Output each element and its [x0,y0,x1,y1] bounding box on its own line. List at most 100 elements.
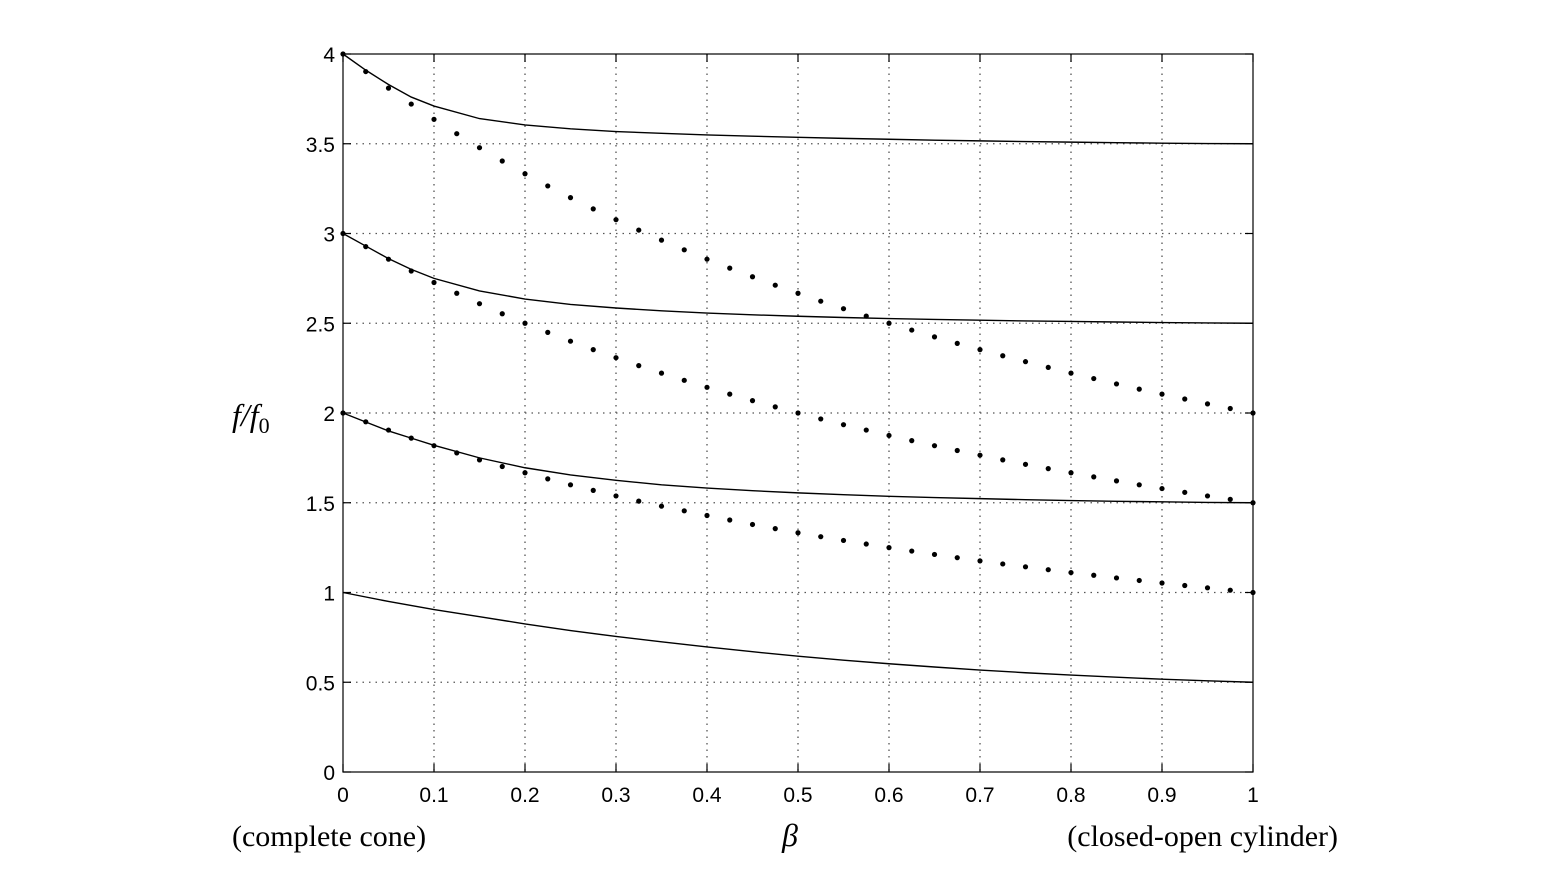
data-point [545,476,551,482]
x-tick-label: 0.4 [692,784,722,807]
data-point [772,404,778,410]
data-point [1159,485,1165,492]
data-point [363,244,369,250]
data-point [1000,561,1006,567]
data-point [1068,370,1074,376]
x-tick-label: 0.7 [965,784,994,807]
data-point [1136,386,1142,392]
y-tick-label: 1.5 [306,493,335,516]
data-point [545,183,551,189]
data-point [1113,381,1120,387]
data-point [1136,577,1142,584]
data-point [977,452,983,458]
plot-series [340,51,1256,683]
data-point [1045,466,1051,472]
data-point [567,195,574,201]
data-point [840,306,847,312]
data-point [476,301,483,307]
data-point [681,247,687,253]
data-point [454,131,460,137]
data-point [886,545,892,551]
data-point [658,370,665,376]
data-point [1227,405,1233,412]
data-point [954,340,960,346]
data-point [681,508,687,514]
x-tick-label: 0 [337,784,349,807]
data-point [909,438,915,444]
data-point [1227,587,1233,593]
data-point [454,450,460,456]
data-point [590,487,596,493]
data-point [636,498,642,504]
data-point [863,427,869,433]
data-point [772,282,778,288]
data-point [522,320,528,326]
data-point [613,493,619,499]
data-point [1204,401,1211,407]
data-point [977,558,983,564]
x-axis-note-left: (complete cone) [232,820,426,853]
y-tick-label: 4 [323,44,335,67]
y-tick-label: 0.5 [306,672,335,695]
data-point [1022,359,1029,365]
data-point [1136,482,1142,488]
data-point [499,311,505,317]
data-point [1182,396,1188,402]
data-point [954,447,960,454]
data-point [385,427,392,433]
data-point [727,517,733,523]
data-point [931,551,938,558]
data-point [1182,582,1188,589]
solid-series-line-4 [342,53,1254,145]
data-point [840,422,847,428]
y-tick-label: 2 [323,403,335,426]
data-point [1204,493,1211,499]
data-point [795,290,801,296]
solid-series-line-2 [342,412,1254,504]
data-point [704,256,710,262]
data-point [931,443,938,449]
x-tick-label: 0.6 [874,784,903,807]
data-point [408,268,414,274]
data-point [613,355,619,361]
data-point [499,158,505,164]
data-point [385,256,392,262]
data-point [818,534,824,540]
data-point [1091,572,1097,578]
y-tick-label: 2.5 [306,313,335,336]
y-tick-labels: 0 0.5 1 1.5 2 2.5 3 3.5 4 [306,44,336,785]
data-point [658,503,665,509]
data-point [522,171,528,177]
solid-series-line-3 [342,232,1254,324]
dotted-series-7 [340,51,1256,416]
data-point [772,526,778,532]
x-tick-label: 0.2 [510,784,539,807]
data-point [1091,375,1097,382]
data-point [1068,470,1074,476]
data-point [727,391,733,397]
data-point [613,217,619,223]
data-point [977,347,983,353]
data-point [863,313,869,319]
data-point [567,482,574,488]
x-tick-label: 0.3 [601,784,630,807]
data-point [749,274,756,280]
data-point [454,290,460,296]
data-point [886,432,892,439]
x-axis-label: β [781,817,798,853]
data-point [522,470,528,476]
data-point [727,265,733,271]
data-point [1000,353,1006,359]
data-point [385,85,392,91]
data-point [1159,391,1165,397]
data-point [1159,580,1165,586]
data-point [1091,474,1097,480]
data-point [590,347,596,353]
data-point [499,463,505,470]
data-point [931,334,938,340]
y-tick-label: 3.5 [306,134,335,157]
y-axis-label: f/f0 [232,397,270,438]
data-point [363,419,369,425]
tick-marks [342,53,1254,773]
x-tick-label: 0.1 [419,784,448,807]
